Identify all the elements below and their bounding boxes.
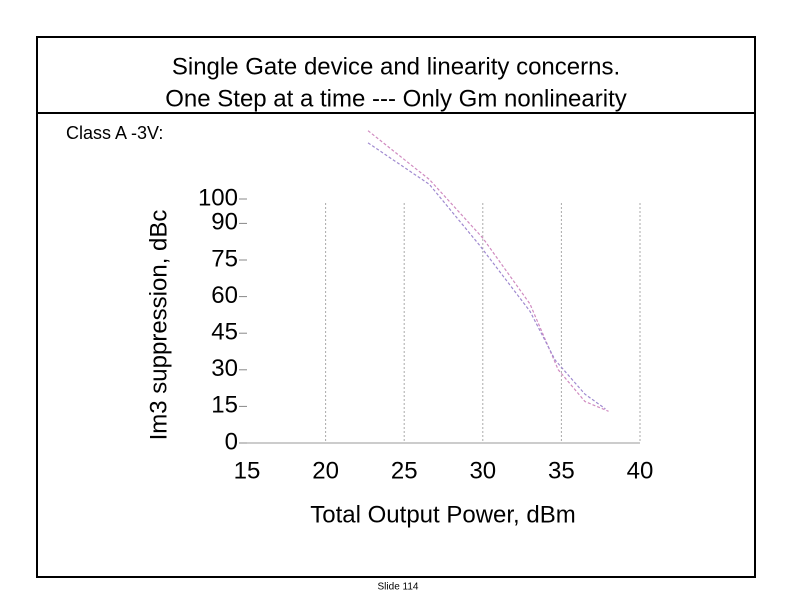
x-tick-label: 30 xyxy=(469,457,496,484)
slide-title: One Step at a time --- Only Gm nonlinear… xyxy=(165,85,627,112)
y-tick-label: 30 xyxy=(211,355,238,382)
x-tick-label: 40 xyxy=(627,457,654,484)
y-tick-label: 60 xyxy=(211,282,238,309)
y-tick-label: 75 xyxy=(211,245,238,272)
y-tick-label: 90 xyxy=(211,209,238,236)
slide-frame xyxy=(36,36,756,578)
y-axis-label: Im3 suppression, dBc xyxy=(145,210,172,441)
slide-footer: Slide 114 xyxy=(378,582,419,593)
slide-subtitle: Class A -3V: xyxy=(66,123,163,143)
x-tick-label: 20 xyxy=(312,457,339,484)
y-tick-label: 15 xyxy=(211,392,238,419)
x-tick-label: 35 xyxy=(548,457,575,484)
data-line xyxy=(367,130,609,412)
x-axis-label: Total Output Power, dBm xyxy=(310,501,575,528)
data-line xyxy=(367,142,606,410)
x-tick-label: 15 xyxy=(234,457,261,484)
y-tick-label: 100 xyxy=(198,184,238,211)
slide-title: Single Gate device and linearity concern… xyxy=(172,53,620,80)
x-tick-label: 25 xyxy=(391,457,418,484)
y-tick-label: 0 xyxy=(225,428,238,455)
y-tick-label: 45 xyxy=(211,319,238,346)
